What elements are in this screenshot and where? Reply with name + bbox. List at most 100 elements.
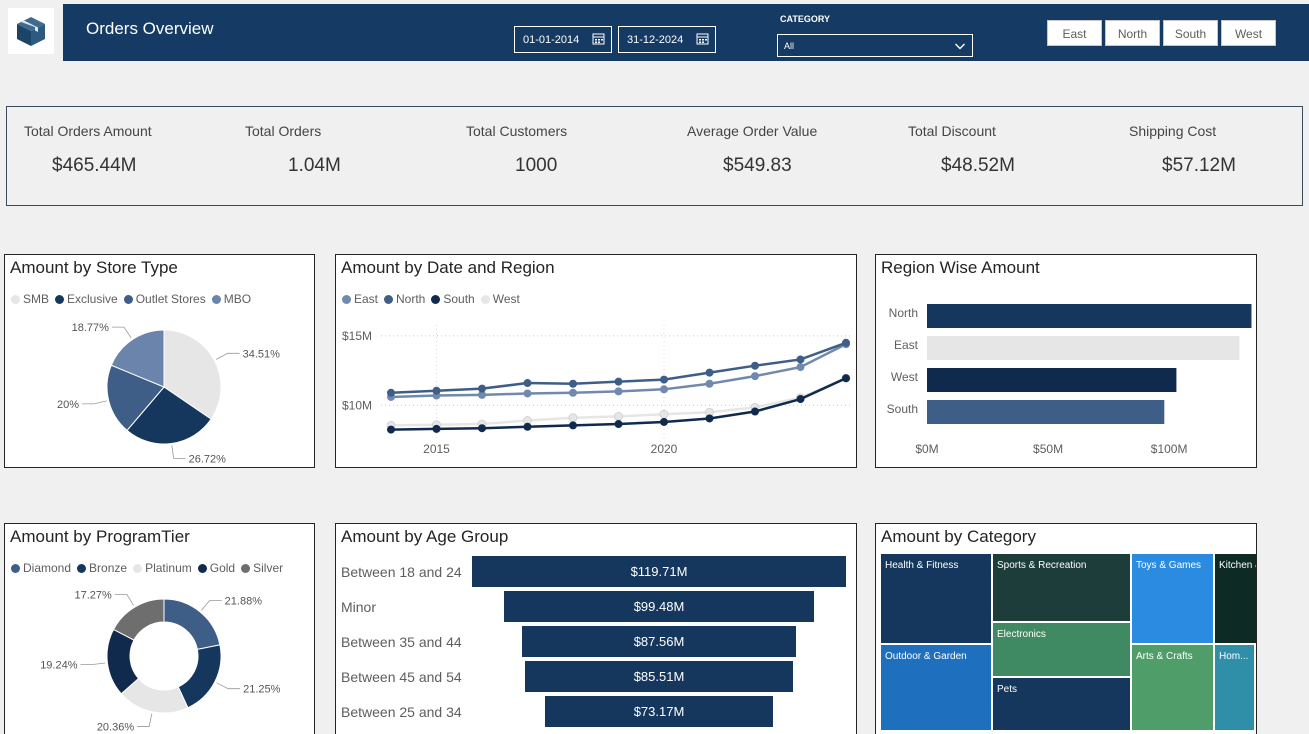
series-point — [705, 368, 714, 377]
funnel-bar[interactable]: $119.71M — [472, 556, 846, 587]
series-point — [478, 390, 486, 399]
date-region-card[interactable]: Amount by Date and Region East North Sou… — [335, 254, 857, 468]
series-point — [660, 417, 668, 426]
y-tick-label: South — [887, 402, 918, 416]
series-point — [659, 409, 669, 419]
kpi-value: $57.12M — [1162, 155, 1236, 176]
pie-slice — [110, 329, 165, 388]
legend-item[interactable]: South — [431, 292, 475, 306]
region-button-east[interactable]: East — [1047, 20, 1102, 46]
date-from-input[interactable]: 01-01-2014 — [514, 26, 612, 53]
pie-slice — [177, 644, 222, 709]
series-point — [796, 355, 805, 364]
funnel-bar[interactable]: $99.48M — [503, 591, 815, 622]
series-point — [432, 424, 441, 433]
kpi-value: $48.52M — [941, 155, 1015, 176]
legend-item[interactable]: Gold — [197, 561, 235, 575]
data-label: 34.51% — [243, 348, 281, 360]
treemap-cell[interactable]: Toys & Games — [1132, 554, 1213, 643]
region-button-north[interactable]: North — [1105, 20, 1160, 46]
kpi-label: Total Discount — [908, 123, 996, 139]
store-type-pie: 34.51% 26.72% 20% 18.77% — [57, 322, 281, 465]
data-label: 26.72% — [189, 453, 227, 465]
leader-line — [82, 400, 107, 405]
leader-line — [80, 662, 106, 665]
legend-item[interactable]: Diamond — [11, 561, 71, 575]
treemap-cell[interactable]: Pets — [993, 678, 1130, 730]
treemap-cell[interactable]: Electronics — [993, 623, 1130, 676]
series-point — [842, 374, 850, 383]
series-point — [523, 389, 532, 398]
data-label: 20% — [57, 399, 79, 411]
treemap-cell[interactable]: Sports & Recreation — [993, 554, 1130, 621]
series-point — [751, 407, 759, 416]
bar — [927, 304, 1252, 328]
card-title: Amount by Store Type — [10, 258, 178, 277]
region-button-west[interactable]: West — [1221, 20, 1276, 46]
treemap-cell[interactable]: Hom... — [1215, 645, 1254, 730]
kpi-label: Total Customers — [466, 123, 568, 139]
date-to-input[interactable]: 31-12-2024 — [618, 26, 716, 53]
legend-item[interactable]: North — [384, 292, 425, 306]
series-point — [751, 372, 759, 381]
region-bar-chart: North East West South $0M $50M $100M — [887, 304, 1252, 456]
chart-legend: Diamond Bronze Platinum Gold Silver — [11, 561, 283, 575]
treemap-cell[interactable]: Hom... — [1256, 645, 1257, 730]
series-point — [478, 384, 486, 393]
series-point — [569, 379, 577, 388]
data-label: 21.25% — [243, 684, 281, 696]
y-tick-label: North — [889, 306, 918, 320]
page-title: Orders Overview — [86, 19, 214, 38]
funnel-bar[interactable]: $87.56M — [522, 626, 796, 657]
category-card[interactable]: Amount by Category Health & Fitness Outdo… — [875, 523, 1257, 734]
card-title: Amount by Category — [881, 527, 1036, 546]
date-to-value: 31-12-2024 — [627, 34, 684, 46]
legend-item[interactable]: Outlet Stores — [123, 292, 206, 306]
kpi-value: $465.44M — [52, 155, 137, 176]
legend-item[interactable]: East — [342, 292, 378, 306]
bar — [927, 368, 1177, 392]
region-amount-card[interactable]: Region Wise Amount North East West South $0M… — [875, 254, 1257, 468]
series-point — [523, 379, 532, 388]
leader-line — [215, 352, 240, 360]
chart-legend: SMB Exclusive Outlet Stores MBO — [11, 292, 251, 306]
series-point — [568, 413, 578, 423]
leader-line — [111, 326, 132, 339]
kpi-value: $549.83 — [723, 155, 792, 176]
legend-item[interactable]: MBO — [211, 292, 251, 306]
series-point — [387, 425, 395, 434]
legend-item[interactable]: SMB — [11, 292, 49, 306]
date-region-line-chart: $10M $15M 2015 2020 — [342, 325, 851, 456]
treemap-cell[interactable]: Arts & Crafts — [1132, 645, 1213, 730]
category-dropdown[interactable]: All — [777, 34, 973, 57]
category-label: Between 25 and 34 — [341, 704, 462, 720]
store-type-card[interactable]: Amount by Store Type SMB Exclusive Outle… — [4, 254, 315, 468]
series-point — [432, 386, 441, 395]
legend-item[interactable]: West — [480, 292, 520, 306]
treemap-cell[interactable]: Kitchen & Dini... — [1215, 554, 1256, 643]
category-label: Minor — [341, 599, 377, 615]
treemap-cell[interactable]: Health & Fitness — [881, 554, 991, 643]
region-button-south[interactable]: South — [1163, 20, 1218, 46]
leader-line — [171, 445, 186, 459]
funnel-bar[interactable]: $85.51M — [525, 661, 793, 692]
category-value: All — [784, 41, 795, 51]
calendar-icon — [592, 33, 605, 45]
funnel-bar[interactable]: $73.17M — [544, 696, 774, 727]
program-tier-donut: 21.88% 21.25% 20.36% 19.24% 17.27% — [40, 589, 281, 733]
legend-item[interactable]: Exclusive — [55, 292, 118, 306]
treemap-cell[interactable]: Outdoor & Garden — [881, 645, 991, 730]
x-tick-label: $0M — [915, 442, 938, 456]
program-tier-card[interactable]: Amount by ProgramTier Diamond Bronze Pla… — [4, 523, 315, 734]
data-label: 17.27% — [75, 589, 113, 601]
leader-line — [201, 599, 222, 611]
x-tick-label: $50M — [1033, 442, 1063, 456]
age-group-card[interactable]: Amount by Age Group Between 18 and 24 $11… — [335, 523, 857, 734]
legend-item[interactable]: Platinum — [133, 561, 192, 575]
series-point — [478, 424, 486, 433]
chevron-down-icon — [955, 43, 965, 50]
legend-item[interactable]: Bronze — [77, 561, 127, 575]
series-point — [523, 422, 532, 431]
chart-legend: East North South West — [342, 292, 520, 306]
legend-item[interactable]: Silver — [241, 561, 283, 575]
